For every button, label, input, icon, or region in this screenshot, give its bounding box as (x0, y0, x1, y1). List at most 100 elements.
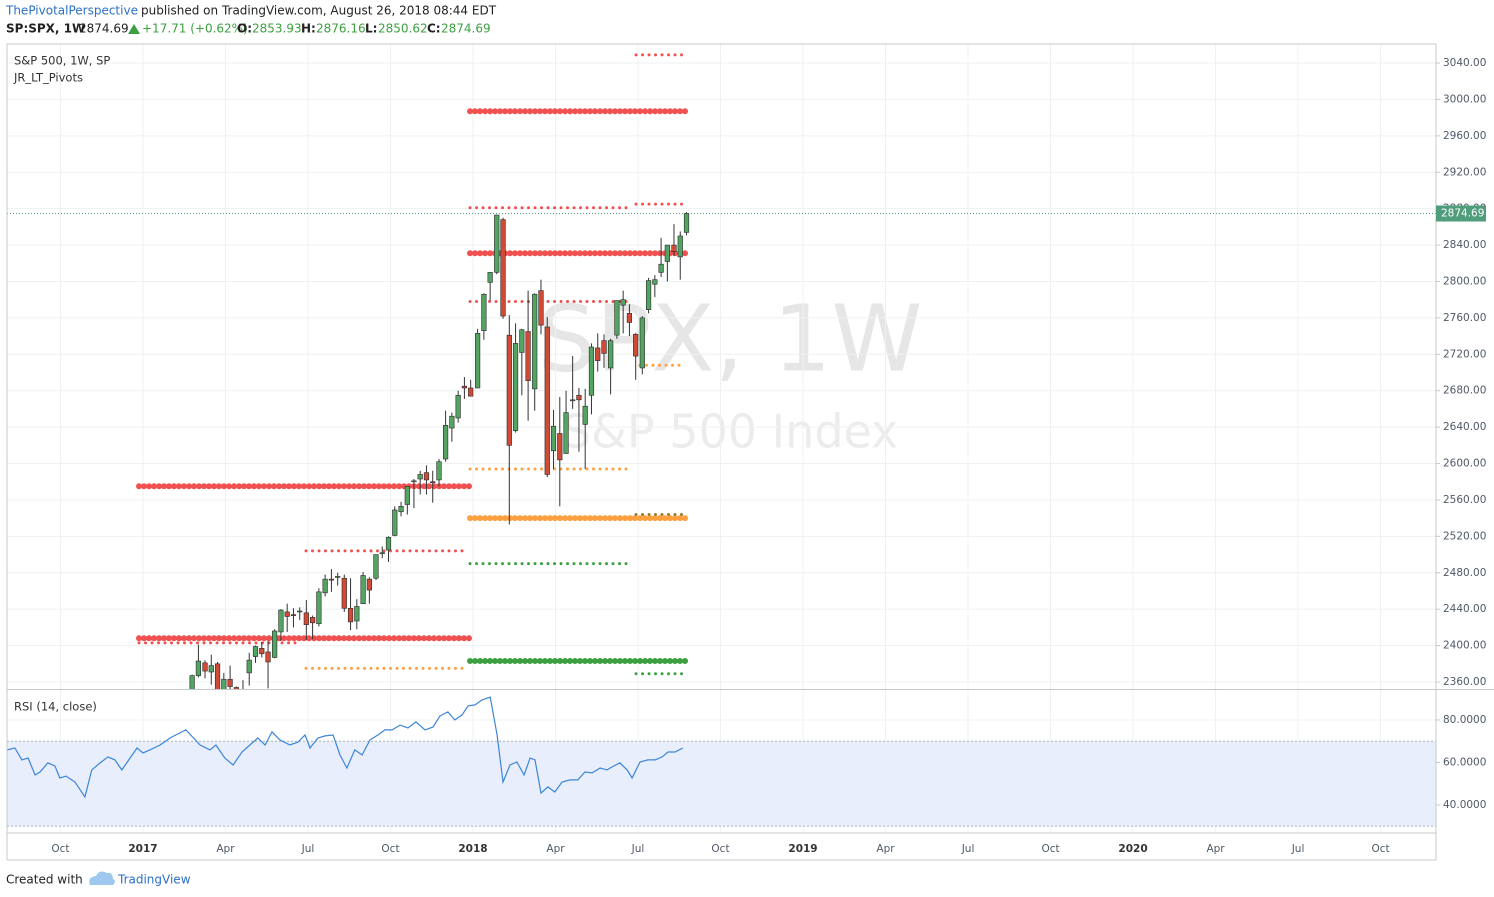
candle-body (379, 552, 385, 555)
candle-body (677, 235, 683, 258)
candle-body (341, 577, 347, 609)
x-tick-label: Oct (1041, 843, 1059, 855)
brand[interactable]: TradingView (117, 873, 191, 887)
grid (7, 62, 1436, 683)
author[interactable]: ThePivotalPerspective (5, 4, 138, 18)
y-tick-label: 2720.00 (1443, 348, 1486, 360)
created-with: Created with (6, 873, 83, 887)
candle-body (195, 660, 202, 676)
indicator-name: JR_LT_Pivots (13, 71, 83, 85)
close: 2874.69 (441, 22, 491, 36)
candle-body (360, 575, 366, 605)
candle-body (189, 675, 195, 689)
candle-body (385, 536, 392, 551)
low-label: L: (365, 22, 377, 36)
y-tick-label: 2400.00 (1443, 640, 1486, 652)
candle-body (443, 425, 449, 460)
y-tick-label: 40.0000 (1443, 799, 1486, 811)
candle-body (652, 279, 658, 285)
x-tick-label: Oct (711, 843, 729, 855)
candle-body (436, 461, 442, 481)
watermark: SPX, 1W (538, 285, 923, 392)
candle-body (241, 692, 246, 717)
x-tick-label: Apr (216, 843, 235, 855)
candle-body (576, 394, 582, 401)
low: 2850.62 (378, 22, 428, 36)
close-label: C: (427, 22, 441, 36)
candle-body (664, 244, 670, 262)
candle-body (494, 214, 500, 273)
candle-body (265, 651, 271, 663)
candle-body (601, 340, 607, 354)
candle-body (290, 614, 297, 616)
candle-body (500, 219, 506, 317)
candle-body (461, 385, 468, 389)
candle-body (550, 425, 557, 452)
plot-area (7, 696, 684, 799)
candle-body (252, 646, 259, 657)
y-tick-label: 2960.00 (1443, 130, 1486, 142)
high-label: H: (301, 22, 316, 36)
rsi-line (7, 696, 684, 799)
candle-body (284, 611, 290, 617)
change: +17.71 (+0.62%) (142, 22, 248, 36)
y-tick-label: 2440.00 (1443, 603, 1486, 615)
candle-body (184, 690, 189, 717)
plot-area (7, 53, 1436, 717)
candle-body (620, 299, 626, 306)
y-tick-label: 2680.00 (1443, 385, 1486, 397)
candle-body (633, 333, 639, 357)
candle-body (468, 387, 474, 397)
open: 2853.93 (252, 22, 302, 36)
candle-body (595, 347, 601, 361)
y-tick-label: 60.0000 (1443, 756, 1486, 768)
candle-body (608, 340, 614, 369)
y-tick-label: 80.0000 (1443, 714, 1486, 726)
y-tick-label: 2640.00 (1443, 421, 1486, 433)
tv-logo (89, 871, 115, 885)
candle-body (512, 343, 519, 432)
rsi-title: RSI (14, close) (14, 700, 97, 714)
candle-body (278, 609, 284, 633)
candle-body (227, 678, 233, 687)
candle-body (532, 293, 538, 390)
x-tick-label: 2018 (458, 843, 487, 855)
high: 2876.16 (316, 22, 366, 36)
x-tick-label: 2020 (1118, 843, 1147, 855)
candle-body (322, 578, 328, 594)
x-tick-label: 2019 (788, 843, 817, 855)
candle-body (538, 290, 544, 326)
candle-body (417, 474, 423, 480)
published: published on TradingView.com, August 26,… (141, 4, 497, 18)
candle-body (208, 665, 214, 673)
x-tick-label: Jul (301, 843, 315, 855)
watermark-subtitle: S&P 500 Index (562, 405, 899, 459)
candle-body (297, 610, 303, 613)
candle-body (506, 334, 512, 446)
y-tick-label: 3040.00 (1443, 57, 1486, 69)
candle-body (214, 663, 221, 689)
x-tick-label: Oct (51, 843, 69, 855)
y-tick-label: 2800.00 (1443, 275, 1486, 287)
candle-body (563, 412, 569, 454)
x-tick-label: Apr (546, 843, 565, 855)
candle-body (449, 415, 455, 429)
candle-body (658, 263, 664, 273)
rsi-pane (7, 690, 1436, 833)
y-tick-label: 2840.00 (1443, 239, 1486, 251)
candle-body (411, 480, 417, 483)
candle-body (354, 606, 360, 622)
candle-body (404, 485, 410, 505)
candle-body (639, 317, 645, 369)
candle-body (221, 678, 227, 689)
candle-body (481, 293, 487, 331)
candle-body (398, 506, 404, 513)
y-tick-label: 2560.00 (1443, 494, 1486, 506)
y-tick-label: 2600.00 (1443, 458, 1486, 470)
y-tick-label: 2360.00 (1443, 676, 1486, 688)
candle-body (487, 272, 493, 283)
candle-body (519, 329, 525, 353)
candle-body (626, 313, 633, 323)
candle-body (328, 578, 335, 581)
candle-body (272, 630, 278, 658)
